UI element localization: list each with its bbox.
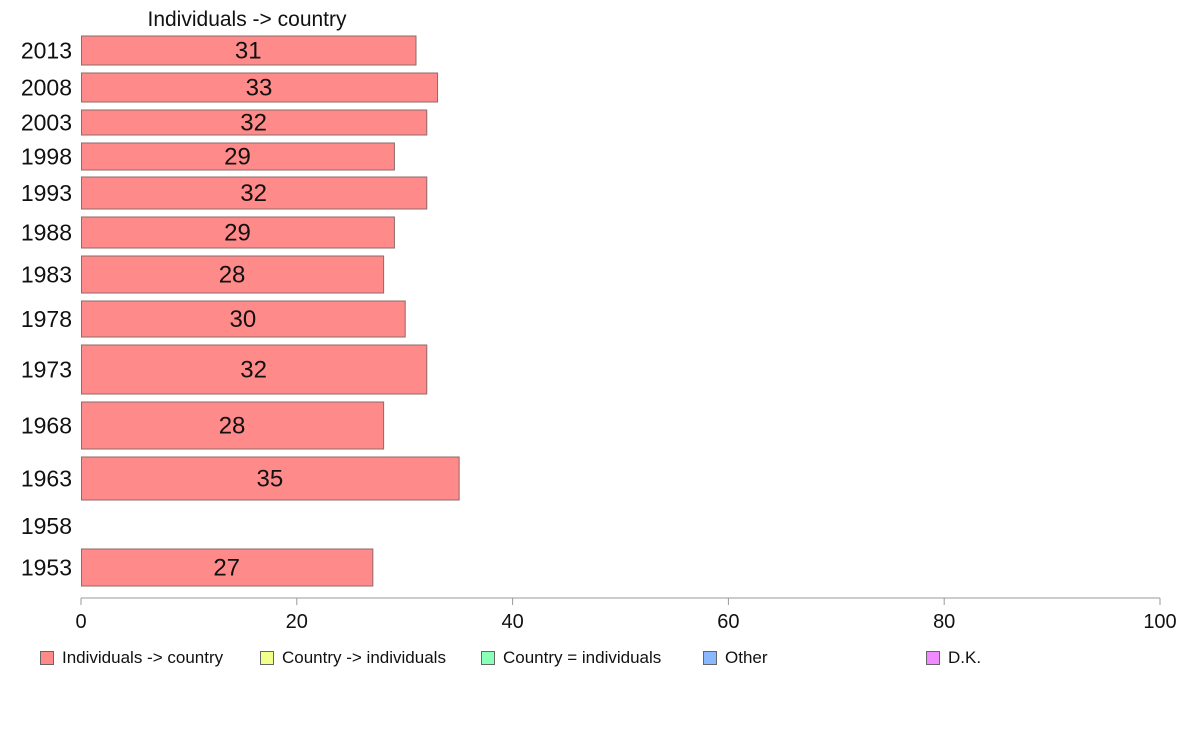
x-tick-label: 40 <box>501 611 523 633</box>
bar <box>81 300 406 338</box>
legend-item: Individuals -> country <box>40 648 223 668</box>
bar <box>81 456 460 501</box>
bar-value-label: 32 <box>240 180 267 207</box>
y-tick-label: 2008 <box>21 75 72 101</box>
bar <box>81 109 428 136</box>
legend-swatch <box>40 651 54 665</box>
bar-value-label: 33 <box>246 75 273 102</box>
bar-value-label: 27 <box>213 555 240 582</box>
legend-label: Other <box>725 648 768 667</box>
x-tick-label: 60 <box>717 611 739 633</box>
bar-value-label: 28 <box>219 413 246 440</box>
y-tick-label: 1973 <box>21 357 72 383</box>
x-axis: 0 20 40 60 80 100 <box>75 597 1177 633</box>
legend-item: Country -> individuals <box>260 648 446 668</box>
legend-swatch <box>260 651 274 665</box>
y-tick-label: 2013 <box>21 38 72 64</box>
chart-title: Individuals -> country <box>147 8 347 31</box>
y-tick-label: 2003 <box>21 110 72 136</box>
x-tick-label: 80 <box>933 611 955 633</box>
x-tick-label: 20 <box>286 611 308 633</box>
bar-value-label: 29 <box>224 144 251 171</box>
bar-value-label: 30 <box>229 306 256 333</box>
legend-label: D.K. <box>948 648 982 667</box>
bar <box>81 344 428 395</box>
legend-item: Country = individuals <box>481 648 661 668</box>
y-tick-label: 1998 <box>21 144 72 170</box>
y-tick-label: 1993 <box>21 180 72 206</box>
bar <box>81 176 428 210</box>
bar <box>81 142 395 171</box>
x-tick-label: 100 <box>1143 611 1176 633</box>
bar <box>81 401 385 450</box>
bar <box>81 72 439 103</box>
legend-item: D.K. <box>926 648 981 668</box>
legend-swatch <box>926 651 940 665</box>
y-tick-label: 1988 <box>21 220 72 246</box>
legend-item: Other <box>703 648 768 668</box>
bar <box>81 35 417 66</box>
y-tick-label: 1953 <box>21 555 72 581</box>
legend-label: Country = individuals <box>503 648 662 667</box>
legend-label: Country -> individuals <box>282 648 446 667</box>
bar-value-label: 31 <box>235 38 262 65</box>
bars-group: 31 33 32 29 32 29 28 30 32 28 35 27 <box>81 35 460 587</box>
bar-value-label: 32 <box>240 357 267 384</box>
y-tick-label: 1963 <box>21 466 72 492</box>
legend-swatch <box>481 651 495 665</box>
legend-label: Individuals -> country <box>62 648 224 667</box>
bar <box>81 255 385 294</box>
bar <box>81 216 395 249</box>
y-tick-label: 1983 <box>21 262 72 288</box>
bar-value-label: 32 <box>240 110 267 137</box>
y-tick-label: 1958 <box>21 513 72 539</box>
bar <box>81 548 374 587</box>
y-tick-label: 1968 <box>21 413 72 439</box>
x-tick-label: 0 <box>75 611 86 633</box>
bar-chart: Individuals -> country 31333229322928303… <box>21 8 1177 633</box>
y-axis-labels: 2013 2008 2003 1998 1993 1988 1983 1978 1973 1968… <box>21 38 72 581</box>
bar-value-label: 28 <box>219 262 246 289</box>
bar-value-label: 35 <box>256 466 283 493</box>
bar-value-label: 29 <box>224 220 251 247</box>
y-tick-label: 1978 <box>21 306 72 332</box>
legend-swatch <box>703 651 717 665</box>
legend: Individuals -> country Country -> indivi… <box>40 648 1180 674</box>
